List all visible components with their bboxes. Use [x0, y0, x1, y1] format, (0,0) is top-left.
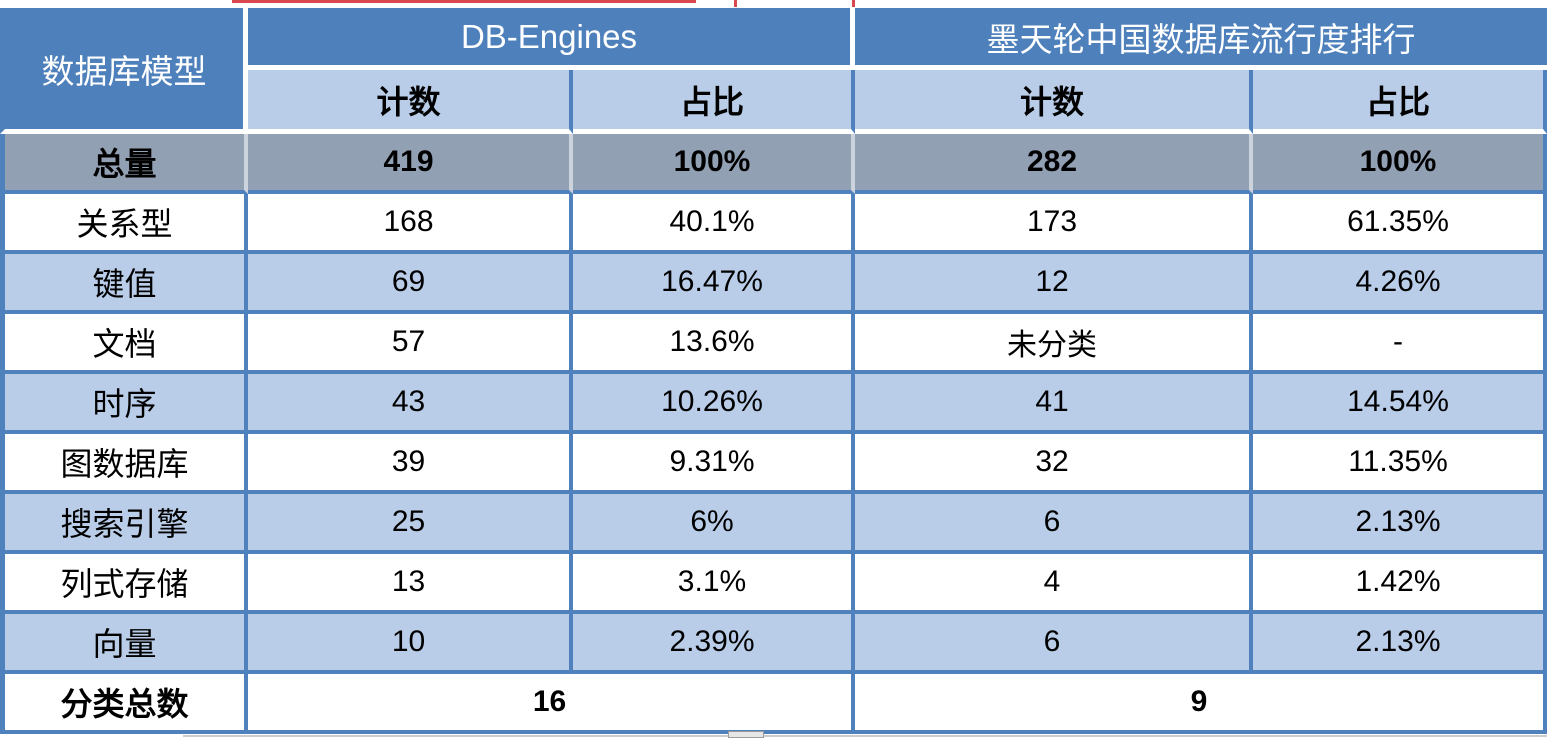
header-db-engines: DB-Engines: [248, 8, 855, 70]
cell-value: 4.26%: [1253, 254, 1547, 314]
table-row: 图数据库 39 9.31% 32 11.35%: [0, 434, 1547, 494]
cell-value: 10: [248, 614, 573, 674]
red-tick-artifact: [852, 0, 855, 7]
table-row: 键值 69 16.47% 12 4.26%: [0, 254, 1547, 314]
summary-row: 分类总数 16 9: [0, 674, 1547, 734]
cell-value: 168: [248, 194, 573, 254]
summary-db-total: 16: [248, 674, 855, 734]
cell-value: 57: [248, 314, 573, 374]
cell-value: 4: [855, 554, 1253, 614]
row-label: 总量: [0, 134, 248, 194]
cell-value: -: [1253, 314, 1547, 374]
cell-value: 6: [855, 614, 1253, 674]
table-row: 总量 419 100% 282 100%: [0, 134, 1547, 194]
table-row: 文档 57 13.6% 未分类 -: [0, 314, 1547, 374]
cell-value: 13.6%: [573, 314, 855, 374]
cell-value: 6%: [573, 494, 855, 554]
row-label: 文档: [0, 314, 248, 374]
table-header: 数据库模型 DB-Engines 墨天轮中国数据库流行度排行 计数 占比 计数 …: [0, 8, 1547, 134]
row-label: 时序: [0, 374, 248, 434]
cell-value: 1.42%: [1253, 554, 1547, 614]
table-row: 列式存储 13 3.1% 4 1.42%: [0, 554, 1547, 614]
database-model-comparison-table: 数据库模型 DB-Engines 墨天轮中国数据库流行度排行 计数 占比 计数 …: [0, 8, 1547, 734]
cell-value: 61.35%: [1253, 194, 1547, 254]
table-row: 时序 43 10.26% 41 14.54%: [0, 374, 1547, 434]
summary-mo-total: 9: [855, 674, 1547, 734]
cell-value: 3.1%: [573, 554, 855, 614]
cropped-scrollbar-artifact: [728, 731, 764, 738]
cropped-bottom-edge-artifact: [183, 735, 1547, 737]
row-label: 向量: [0, 614, 248, 674]
cell-value: 282: [855, 134, 1253, 194]
row-label: 关系型: [0, 194, 248, 254]
table-row: 向量 10 2.39% 6 2.13%: [0, 614, 1547, 674]
cell-value: 40.1%: [573, 194, 855, 254]
row-label: 键值: [0, 254, 248, 314]
row-label: 搜索引擎: [0, 494, 248, 554]
header-group-row: 数据库模型 DB-Engines 墨天轮中国数据库流行度排行: [0, 8, 1547, 134]
subheader-db-share: 占比: [573, 70, 855, 134]
table-row: 搜索引擎 25 6% 6 2.13%: [0, 494, 1547, 554]
cell-value: 10.26%: [573, 374, 855, 434]
subheader-db-count: 计数: [248, 70, 573, 134]
header-sub-row: 计数 占比 计数 占比: [0, 70, 1547, 134]
cell-value: 100%: [1253, 134, 1547, 194]
cell-value: 12: [855, 254, 1253, 314]
cell-value: 41: [855, 374, 1253, 434]
cell-value: 173: [855, 194, 1253, 254]
header-motianlun: 墨天轮中国数据库流行度排行: [855, 8, 1547, 70]
cell-value: 32: [855, 434, 1253, 494]
cropped-red-underline-artifact: [232, 0, 855, 7]
table-row: 关系型 168 40.1% 173 61.35%: [0, 194, 1547, 254]
row-label: 列式存储: [0, 554, 248, 614]
cell-value: 100%: [573, 134, 855, 194]
cell-value: 14.54%: [1253, 374, 1547, 434]
cell-value: 11.35%: [1253, 434, 1547, 494]
corner-header-cell: 数据库模型: [0, 8, 248, 134]
cell-value: 39: [248, 434, 573, 494]
table-footer: 分类总数 16 9: [0, 674, 1547, 734]
table-body: 总量 419 100% 282 100% 关系型 168 40.1% 173 61.35% 键值 69…: [0, 134, 1547, 674]
cell-value: 2.13%: [1253, 614, 1547, 674]
cell-value: 16.47%: [573, 254, 855, 314]
subheader-mo-share: 占比: [1253, 70, 1547, 134]
cell-value: 13: [248, 554, 573, 614]
cell-value: 69: [248, 254, 573, 314]
cell-value: 25: [248, 494, 573, 554]
cell-value: 2.39%: [573, 614, 855, 674]
summary-row-label: 分类总数: [0, 674, 248, 734]
row-label: 图数据库: [0, 434, 248, 494]
cell-value: 43: [248, 374, 573, 434]
cell-value: 6: [855, 494, 1253, 554]
cell-value: 2.13%: [1253, 494, 1547, 554]
red-tick-artifact: [734, 0, 737, 7]
cell-value: 未分类: [855, 314, 1253, 374]
cell-value: 9.31%: [573, 434, 855, 494]
cell-value: 419: [248, 134, 573, 194]
subheader-mo-count: 计数: [855, 70, 1253, 134]
